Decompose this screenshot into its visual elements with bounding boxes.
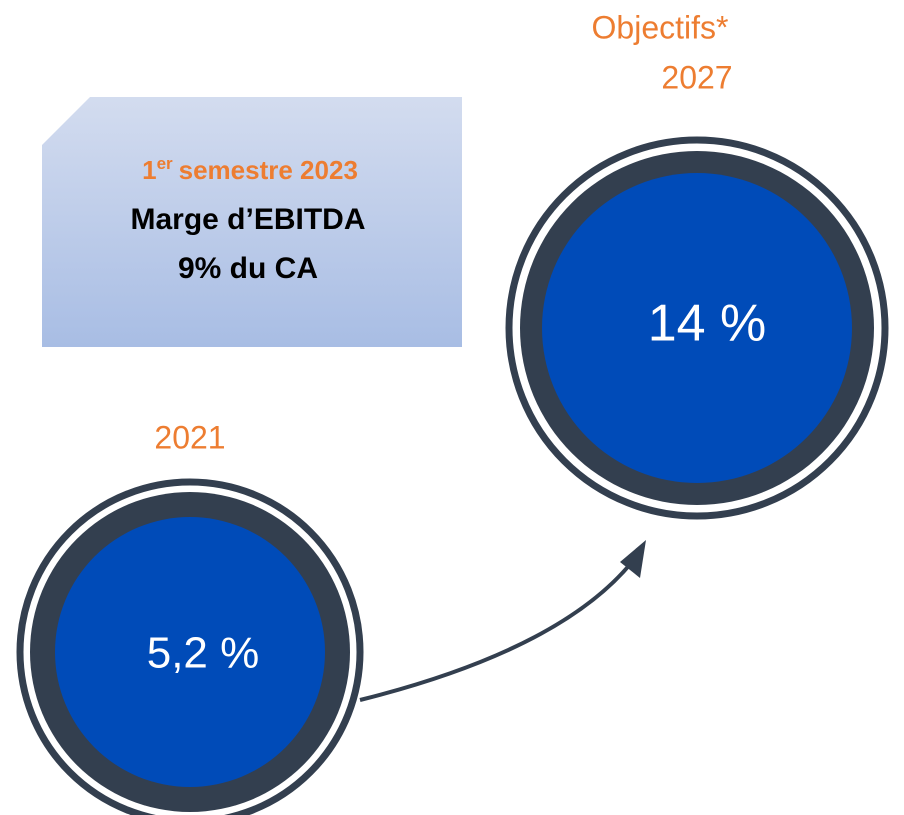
period-suffix: er [157, 154, 173, 173]
target-circle [542, 173, 852, 483]
callout-period: 1er semestre 2023 [142, 154, 358, 184]
callout-value: 9% du CA [178, 252, 318, 285]
past-outer-ring [16, 478, 364, 815]
callout-title: Marge d’EBITDA [130, 203, 365, 236]
target-label: Objectifs* [592, 9, 729, 45]
callout-box [42, 97, 462, 347]
past-circle [55, 517, 325, 787]
past-year: 2021 [154, 419, 225, 455]
past-value: 5,2 % [147, 629, 260, 678]
period-rest: semestre 2023 [179, 155, 358, 185]
target-outer-ring [505, 136, 889, 520]
growth-arrow [359, 560, 634, 702]
target-year: 2027 [661, 59, 732, 95]
period-number: 1 [142, 155, 156, 185]
target-value: 14 % [648, 295, 767, 353]
arrow-head [620, 540, 646, 578]
